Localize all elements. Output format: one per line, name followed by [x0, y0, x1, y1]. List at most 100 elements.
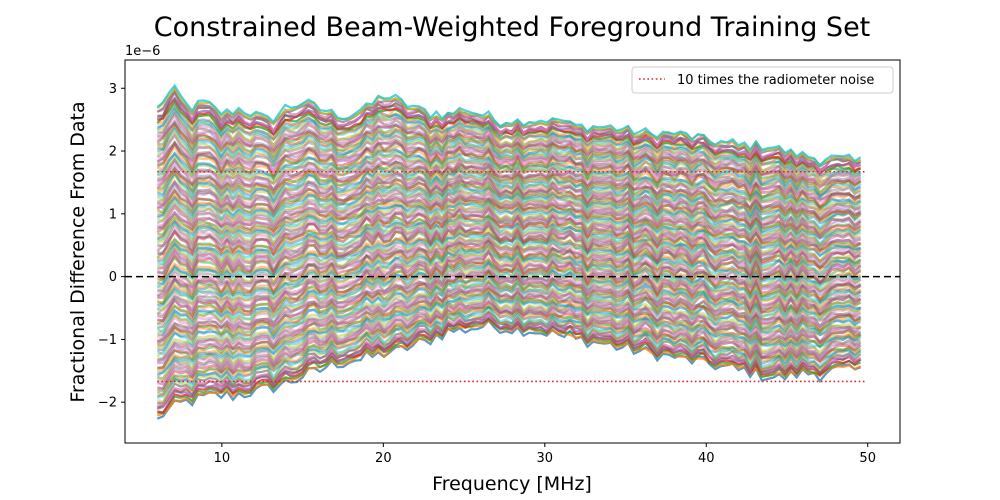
y-tick-label-1: −1: [98, 333, 117, 348]
series-line: [157, 284, 861, 362]
series-line: [156, 160, 861, 218]
series-line: [156, 137, 861, 202]
series-line: [157, 169, 862, 233]
x-axis-label: Frequency [MHz]: [432, 473, 592, 495]
series-line: [157, 213, 861, 276]
series-line: [156, 103, 862, 188]
legend-label-radiometer-noise: 10 times the radiometer noise: [677, 73, 874, 88]
series-line: [157, 108, 862, 183]
series-line: [156, 160, 862, 221]
series-line: [156, 154, 862, 221]
y-axis-ticks: −2 −1 0 1 2 3: [98, 82, 125, 411]
series-line: [157, 290, 862, 383]
series-line: [156, 229, 862, 285]
series-line: [157, 235, 862, 293]
series-line: [156, 287, 862, 373]
series-line: [157, 249, 862, 323]
series-line: [157, 220, 862, 286]
series-line: [156, 311, 861, 409]
series-line: [156, 152, 861, 211]
series-line: [156, 160, 862, 223]
y-tick-label-2: 0: [109, 270, 117, 285]
series-line: [157, 214, 862, 276]
series-line: [156, 168, 862, 235]
series-line: [156, 262, 861, 335]
series-line: [156, 156, 861, 216]
series-line: [156, 239, 862, 297]
series-line: [156, 231, 861, 290]
series-line: [157, 275, 862, 352]
x-tick-label-40: 40: [698, 451, 715, 466]
series-line: [156, 178, 862, 237]
series-line: [156, 194, 861, 248]
series-line: [157, 298, 862, 390]
series-line: [156, 199, 861, 258]
series-line: [156, 305, 862, 398]
series-line: [156, 292, 861, 378]
series-line: [157, 122, 862, 195]
series-line: [157, 144, 862, 213]
series-line: [156, 162, 862, 223]
series-line: [156, 129, 862, 199]
series-line: [156, 236, 862, 306]
series-line: [156, 271, 862, 356]
plot-area: 10 20 30 40 50 −2 −1 0 1 2 3: [98, 59, 901, 466]
series-line: [156, 288, 862, 381]
chart-title: Constrained Beam-Weighted Foreground Tra…: [154, 12, 871, 43]
series-line: [156, 173, 862, 240]
series-line: [157, 279, 861, 361]
series-line: [157, 120, 862, 195]
series-line: [157, 225, 862, 293]
series-line: [156, 121, 862, 188]
y-tick-label-0: −2: [98, 396, 117, 411]
series-line: [157, 247, 861, 319]
series-line: [156, 222, 862, 287]
y-tick-label-3: 1: [109, 207, 117, 222]
series-line: [157, 305, 862, 393]
series-line: [157, 208, 862, 267]
series-line: [157, 112, 862, 190]
series-line: [156, 197, 861, 258]
series-line: [156, 266, 861, 344]
series-group: [156, 83, 862, 420]
series-line: [157, 300, 862, 391]
series-line: [157, 163, 862, 230]
series-line: [157, 310, 862, 404]
series-line: [157, 243, 862, 312]
series-line: [156, 269, 862, 343]
series-line: [156, 205, 861, 263]
series-line: [156, 171, 862, 232]
series-line: [156, 305, 862, 405]
series-line: [156, 243, 862, 311]
series-line: [156, 251, 862, 316]
series-line: [156, 140, 862, 211]
series-line: [156, 314, 862, 411]
series-line: [156, 248, 862, 317]
series-line: [156, 279, 862, 363]
series-line: [157, 233, 862, 294]
series-line: [156, 182, 862, 240]
series-line: [157, 261, 861, 330]
series-line: [157, 171, 862, 236]
series-line: [157, 197, 862, 251]
series-line: [156, 139, 862, 209]
x-tick-label-30: 30: [537, 451, 554, 466]
series-line: [156, 221, 862, 278]
series-line: [156, 186, 861, 247]
series-line: [156, 221, 862, 284]
series-line: [157, 201, 862, 264]
series-line: [156, 278, 861, 358]
series-line: [157, 256, 862, 326]
series-line: [157, 180, 862, 240]
series-line: [156, 270, 862, 348]
series-line: [157, 244, 862, 305]
series-line: [157, 150, 862, 216]
series-line: [156, 140, 861, 201]
series-line: [156, 83, 862, 167]
series-line: [157, 184, 862, 248]
series-line: [156, 104, 861, 177]
series-line: [156, 260, 861, 335]
series-line: [156, 118, 862, 185]
series-line: [157, 304, 862, 399]
series-line: [156, 299, 861, 397]
